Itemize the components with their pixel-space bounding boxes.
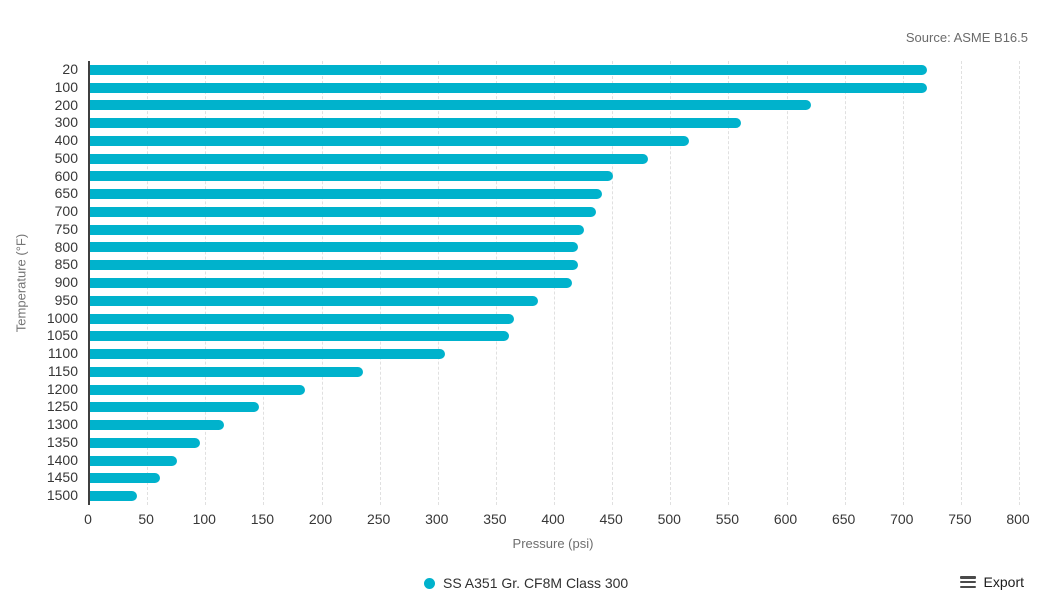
y-tick-label: 1350 [46,433,78,450]
x-tick-label: 600 [773,511,798,527]
x-tick-label: 50 [138,511,154,527]
y-tick-label: 1500 [46,487,78,504]
bar-750F [90,224,585,235]
x-tick-label: 750 [948,511,972,527]
y-tick-label: 650 [54,185,78,202]
x-axis-tick-labels: 0 50 100 150 200 250 300 350 400 450 500 550 600 650 7… [0,511,1040,529]
gridline [960,61,962,505]
legend-label: SS A351 Gr. CF8M Class 300 [443,575,629,591]
x-tick-label: 250 [366,511,391,527]
bar-1500F [90,491,137,502]
x-tick-label: 500 [657,511,681,527]
x-tick-label: 550 [715,511,740,527]
hamburger-menu-icon [959,576,976,588]
bar-950F [90,295,538,306]
bar-800F [90,242,579,253]
y-tick-label: 300 [54,114,78,131]
y-tick-label: 850 [54,256,78,273]
bar-700F [90,206,596,217]
y-tick-label: 1200 [46,380,78,397]
gridline [786,61,788,505]
bar-500F [90,153,648,164]
plot-area [88,61,1020,505]
y-tick-label: 1150 [47,362,78,379]
y-tick-label: 200 [54,96,78,113]
gridline [612,61,614,505]
legend-item[interactable]: SS A351 Gr. CF8M Class 300 [424,575,628,591]
y-tick-label: 100 [54,78,78,95]
y-tick-label: 1300 [46,416,78,433]
y-tick-label: 1450 [46,469,78,486]
y-tick-label: 20 [62,61,78,77]
y-tick-label: 700 [54,203,78,220]
gridline [844,61,846,505]
bar-1300F [90,420,224,431]
source-credit: Source: ASME B16.5 [905,30,1028,45]
bar-850F [90,260,579,271]
y-axis-tick-labels: 20 100 200 300 400 500 600 650 700 750 800 850 900 95… [0,61,78,505]
gridline [728,61,730,505]
gridline [1019,61,1020,505]
bar-200F [90,100,811,111]
gridline [902,61,904,505]
bar-1150F [90,366,364,377]
bar-1400F [90,455,178,466]
export-button[interactable]: Export [959,574,1024,590]
x-tick-label: 350 [483,511,507,527]
bar-1100F [90,349,445,360]
bar-300F [90,118,741,129]
export-label: Export [983,574,1024,590]
x-tick-label: 0 [84,511,92,527]
bar-1050F [90,331,509,342]
y-tick-label: 500 [54,149,78,166]
x-tick-label: 650 [831,511,856,527]
y-tick-label: 750 [54,220,78,237]
bar-600F [90,171,614,182]
x-tick-label: 300 [425,511,449,527]
bar-1450F [90,473,160,484]
bar-900F [90,278,573,288]
x-tick-label: 450 [599,511,623,527]
x-tick-label: 800 [1006,511,1030,527]
y-tick-label: 800 [54,238,78,255]
bar-400F [90,135,689,146]
y-tick-label: 1400 [46,451,78,468]
bar-1000F [90,313,515,324]
bar-100F [90,82,927,93]
bar-20F [90,64,927,75]
x-tick-label: 100 [192,511,216,527]
y-tick-label: 400 [54,132,78,149]
gridline [670,61,672,505]
y-tick-label: 1250 [46,398,78,415]
bar-1200F [90,384,306,395]
x-tick-label: 400 [541,511,565,527]
bar-1250F [90,402,259,413]
x-tick-label: 700 [890,511,914,527]
y-tick-label: 950 [54,291,78,308]
y-tick-label: 1050 [46,327,78,344]
y-tick-label: 1000 [46,309,78,326]
legend-marker-icon [424,577,435,589]
x-tick-label: 150 [250,511,275,527]
y-tick-label: 1100 [47,345,78,362]
bar-650F [90,189,602,200]
x-axis-title: Pressure (psi) [512,536,594,551]
bar-1350F [90,437,201,448]
x-tick-label: 200 [308,511,333,527]
y-tick-label: 600 [54,167,78,184]
y-tick-label: 900 [54,274,78,291]
